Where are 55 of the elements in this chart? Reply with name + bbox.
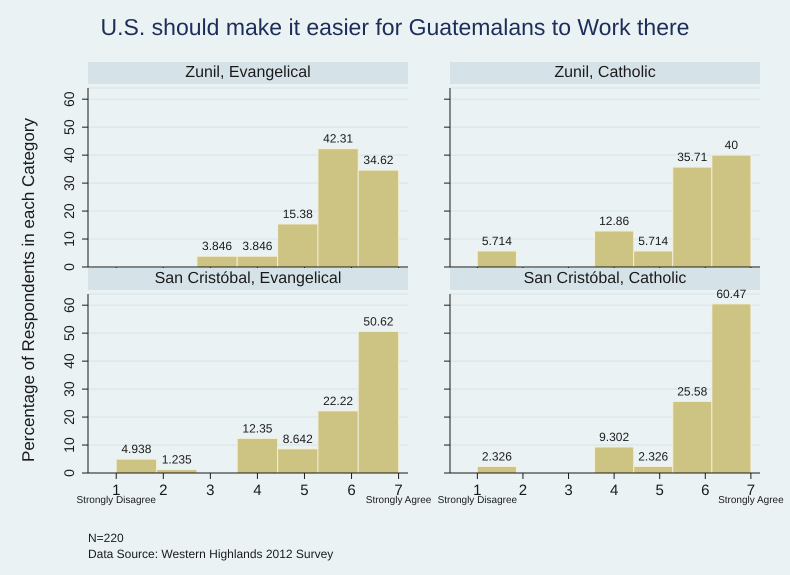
data-label: 15.38	[282, 206, 314, 221]
x-tick-label: 6	[701, 482, 710, 499]
y-tick-label: 30	[61, 175, 77, 191]
chart-subtitle: San Cristóbal, Evangelical	[88, 268, 408, 290]
x-tick-label: 4	[610, 482, 618, 499]
text: Strongly Disagree	[438, 495, 518, 506]
y-tick-label: 0	[61, 468, 77, 477]
data-label: 42.31	[323, 132, 354, 146]
x-tick-label: 6	[347, 482, 356, 499]
data-label: 60.47	[716, 286, 747, 301]
y-tick-label: 10	[61, 231, 77, 247]
data-label: 9.302	[599, 430, 630, 444]
chart-subtitle: Zunil, Evangelical	[88, 62, 408, 84]
y-tick-label: 40	[61, 353, 77, 369]
x-tick-label: 2	[518, 482, 528, 499]
chart-title: U.S. should make it easier for Guatemalans to Work there	[100, 14, 690, 41]
data-label: 34.62	[363, 153, 394, 168]
data-label: 5.714	[482, 234, 512, 248]
y-tick-label: 40	[61, 147, 77, 163]
data-label: 8.642	[282, 432, 314, 446]
data-label: 5.714	[638, 234, 669, 248]
y-tick-label: 50	[61, 119, 77, 135]
y-tick-label: 60	[61, 297, 77, 313]
text: N=220	[88, 530, 125, 546]
data-label: 2.326	[638, 449, 669, 464]
data-label: 12.86	[599, 214, 630, 228]
data-label: 12.35	[242, 421, 273, 436]
text: Strongly Disagree	[76, 495, 156, 506]
data-label: 1.235	[162, 452, 192, 467]
x-tick-label: 3	[564, 482, 573, 499]
data-label: 3.846	[202, 239, 232, 254]
source-note: Data Source: Western Highlands 2012 Survey	[88, 546, 334, 562]
y-tick-label: 60	[61, 91, 77, 107]
data-label: 35.71	[677, 150, 708, 164]
y-tick-label: 20	[61, 203, 77, 219]
x-tick-label: 3	[206, 482, 215, 499]
data-label: 25.58	[677, 384, 708, 398]
data-label: 40	[724, 138, 738, 152]
y-tick-label: 20	[61, 409, 77, 425]
chart-subtitle: Zunil, Catholic	[450, 62, 760, 84]
y-tick-label: 10	[61, 437, 77, 453]
y-tick-label: 0	[61, 262, 77, 271]
data-label: 3.846	[242, 239, 273, 254]
y-tick-label: 50	[61, 325, 77, 341]
data-label: 50.62	[363, 314, 394, 328]
data-label: 2.326	[482, 449, 512, 464]
data-label: 4.938	[121, 442, 152, 456]
data-label: 22.22	[323, 394, 354, 408]
x-tick-label: 2	[159, 482, 168, 499]
x-tick-label: 5	[300, 482, 309, 499]
x-tick-label: 5	[656, 482, 664, 499]
y-axis-title: Percentage of Respondents in each Category	[19, 117, 39, 464]
y-tick-label: 30	[61, 381, 77, 397]
chart-subtitle: San Cristóbal, Catholic	[524, 270, 686, 287]
x-tick-label: 4	[253, 482, 262, 499]
